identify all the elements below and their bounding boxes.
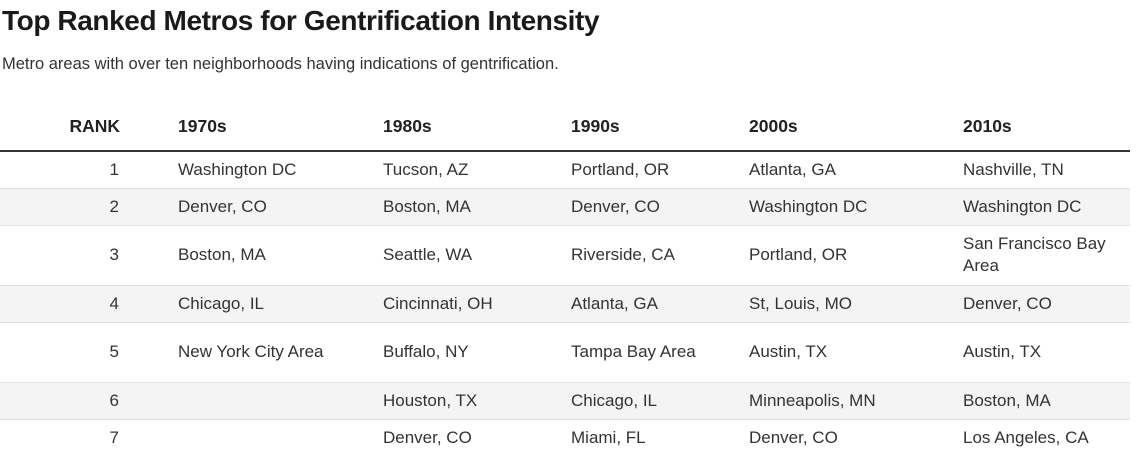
metro-cell-1970s: Chicago, IL (160, 285, 365, 323)
metro-cell-2010s: San Francisco Bay Area (945, 225, 1130, 286)
metro-cell-1980s: Seattle, WA (365, 225, 553, 286)
table-row: 7 Denver, CO Miami, FL Denver, CO Los An… (0, 419, 1130, 456)
metro-cell-1990s: Miami, FL (571, 427, 646, 447)
metro-cell-1990s: Atlanta, GA (553, 285, 731, 323)
metro-cell-2000s: St, Louis, MO (731, 285, 945, 323)
table-row: 2 Denver, CO Boston, MA Denver, CO Washi… (0, 188, 1130, 226)
metro-cell-2010s: Nashville, TN (945, 151, 1130, 189)
column-header-1970s: 1970s (160, 103, 365, 152)
column-header-1980s: 1980s (365, 103, 553, 152)
rank-cell: 4 (0, 285, 160, 323)
page-title: Top Ranked Metros for Gentrification Int… (2, 5, 600, 36)
metro-cell-2000s: Austin, TX (731, 322, 945, 383)
column-header-1990s: 1990s (553, 103, 731, 152)
ranking-table: RANK 1970s 1980s 1990s 2000s 2010s 1 Was… (0, 103, 1130, 456)
metro-cell-1990s: Tampa Bay Area (553, 322, 731, 383)
metro-cell-1980s: Denver, CO (383, 427, 472, 447)
metro-cell-1990s: Denver, CO (553, 188, 731, 226)
rank-cell: 1 (0, 151, 160, 189)
table-header-row: RANK 1970s 1980s 1990s 2000s 2010s (0, 103, 1130, 152)
metro-cell-1980s: Houston, TX (365, 382, 553, 420)
metro-cell-1990s: Riverside, CA (553, 225, 731, 286)
metro-cell-2000s: Atlanta, GA (731, 151, 945, 189)
rank-cell: 3 (0, 225, 160, 286)
metro-cell-1980s: Buffalo, NY (365, 322, 553, 383)
table-row: 6 Houston, TX Chicago, IL Minneapolis, M… (0, 382, 1130, 420)
column-header-2010s: 2010s (945, 103, 1130, 152)
metro-cell-1970s (160, 419, 365, 456)
table-row: 4 Chicago, IL Cincinnati, OH Atlanta, GA… (0, 285, 1130, 323)
rank-cell: 7 (109, 427, 119, 447)
metro-cell-2010s: Washington DC (945, 188, 1130, 226)
metro-cell-2010s: Boston, MA (945, 382, 1130, 420)
metro-cell-2010s: Denver, CO (945, 285, 1130, 323)
metro-cell-1970s: New York City Area (160, 322, 365, 383)
metro-cell-2000s: Portland, OR (731, 225, 945, 286)
rank-cell: 6 (0, 382, 160, 420)
metro-cell-2010s: Los Angeles, CA (963, 427, 1089, 447)
metro-cell-1970s: Washington DC (160, 151, 365, 189)
metro-cell-2000s: Minneapolis, MN (731, 382, 945, 420)
metro-cell-2000s: Denver, CO (749, 427, 838, 447)
rank-cell: 5 (0, 322, 160, 383)
rank-cell: 2 (0, 188, 160, 226)
table-row: 3 Boston, MA Seattle, WA Riverside, CA P… (0, 225, 1130, 286)
metro-cell-1980s: Boston, MA (365, 188, 553, 226)
column-header-2000s: 2000s (731, 103, 945, 152)
metro-cell-1970s: Denver, CO (160, 188, 365, 226)
metro-cell-1980s: Cincinnati, OH (365, 285, 553, 323)
metro-cell-1980s: Tucson, AZ (365, 151, 553, 189)
metro-cell-1970s: Boston, MA (160, 225, 365, 286)
metro-cell-2010s: Austin, TX (945, 322, 1130, 383)
table-row: 1 Washington DC Tucson, AZ Portland, OR … (0, 151, 1130, 189)
metro-cell-2000s: Washington DC (731, 188, 945, 226)
metro-cell-1990s: Portland, OR (553, 151, 731, 189)
column-header-rank: RANK (0, 103, 160, 152)
table-row: 5 New York City Area Buffalo, NY Tampa B… (0, 322, 1130, 383)
metro-cell-1970s (160, 382, 365, 420)
metro-cell-1990s: Chicago, IL (553, 382, 731, 420)
page-subtitle: Metro areas with over ten neighborhoods … (2, 55, 559, 73)
